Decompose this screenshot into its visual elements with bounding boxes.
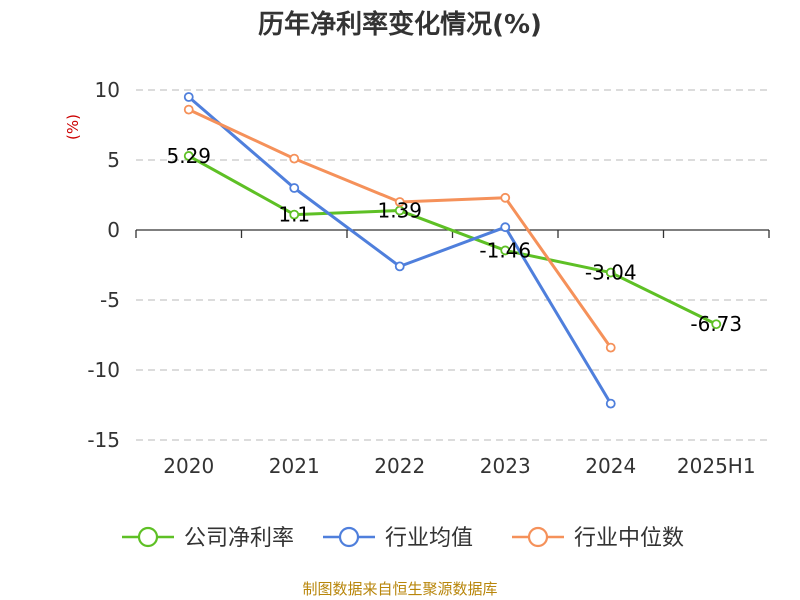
y-tick-label: -5 — [100, 288, 120, 312]
data-point — [605, 267, 616, 278]
y-tick-label: -15 — [87, 428, 120, 452]
x-tick-label: 2025H1 — [677, 454, 756, 478]
data-point — [289, 183, 300, 193]
chart-title: 历年净利率变化情况(%) — [258, 9, 542, 40]
data-label: -6.73 — [690, 312, 742, 336]
x-tick-label: 2023 — [480, 454, 531, 478]
data-label: -3.04 — [585, 261, 637, 285]
legend-swatch-marker — [527, 526, 549, 548]
x-tick-label: 2022 — [374, 454, 425, 478]
y-axis-unit: (%) — [64, 114, 82, 140]
x-tick-label: 2020 — [163, 454, 214, 478]
series-line — [188, 108, 612, 349]
legend-swatch-marker — [137, 526, 159, 548]
data-point — [711, 319, 722, 330]
x-tick-label: 2021 — [269, 454, 320, 478]
series-layer — [183, 92, 722, 409]
data-point — [500, 245, 511, 256]
data-label: -1.46 — [479, 238, 531, 262]
legend-label: 公司净利率 — [184, 526, 294, 551]
data-label: 1.1 — [278, 203, 310, 227]
y-tick-label: 5 — [107, 148, 120, 172]
legend-swatch-marker — [338, 526, 360, 548]
x-tick-label: 2024 — [585, 454, 636, 478]
data-point — [183, 104, 194, 115]
data-point — [394, 261, 405, 272]
data-label: 1.39 — [377, 199, 422, 223]
y-tick-label: -10 — [87, 358, 120, 382]
source-note: 制图数据来自恒生聚源数据库 — [302, 580, 497, 598]
series-line — [188, 154, 717, 326]
data-point — [394, 197, 405, 207]
y-tick-label: 10 — [95, 78, 120, 102]
data-point — [605, 342, 616, 353]
data-point — [289, 153, 300, 164]
axes: 10 5 0 -5 -10 -15 2020 2021 2022 2023 2024 2025H1 — [87, 78, 770, 478]
data-point — [500, 222, 511, 233]
grid — [136, 89, 769, 441]
data-point — [183, 151, 194, 161]
data-label: 5.29 — [166, 144, 211, 168]
data-point — [500, 192, 511, 203]
legend-label: 行业均值 — [385, 526, 473, 551]
series-line — [187, 95, 613, 405]
y-tick-label: 0 — [107, 218, 120, 242]
data-point — [183, 92, 194, 102]
data-point — [289, 209, 300, 220]
data-labels: 5.29 1.1 1.39 -1.46 -3.04 -6.73 — [166, 144, 742, 336]
data-point — [605, 398, 616, 409]
legend: 公司净利率 行业均值 行业中位数 — [122, 526, 684, 551]
legend-label: 行业中位数 — [574, 526, 684, 551]
